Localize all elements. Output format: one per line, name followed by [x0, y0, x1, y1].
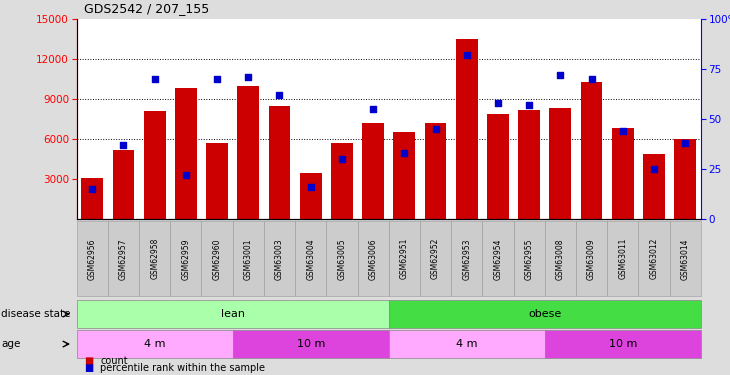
Text: GSM63011: GSM63011 [618, 238, 627, 279]
Point [399, 150, 410, 156]
Bar [81, 178, 103, 219]
Bar [393, 132, 415, 219]
Text: GSM63009: GSM63009 [587, 238, 596, 280]
Text: GSM62959: GSM62959 [181, 238, 191, 279]
Bar [112, 150, 134, 219]
Bar [269, 106, 291, 219]
Point [555, 72, 566, 78]
Point [617, 128, 629, 134]
Point [211, 76, 223, 82]
Text: GSM62953: GSM62953 [462, 238, 472, 279]
Bar [237, 86, 259, 219]
Point [274, 92, 285, 98]
Text: GDS2542 / 207_155: GDS2542 / 207_155 [84, 2, 210, 15]
Point [180, 172, 192, 178]
Point [336, 156, 347, 162]
Text: GSM62952: GSM62952 [431, 238, 440, 279]
Text: 10 m: 10 m [296, 339, 325, 349]
Point [523, 102, 535, 108]
Point [648, 166, 660, 172]
Point [680, 140, 691, 146]
Text: GSM62956: GSM62956 [88, 238, 97, 279]
Point [242, 74, 254, 80]
Point [492, 100, 504, 106]
Text: GSM62951: GSM62951 [400, 238, 409, 279]
Text: obese: obese [528, 309, 561, 319]
Text: GSM63005: GSM63005 [337, 238, 347, 280]
Bar [331, 143, 353, 219]
Text: GSM63014: GSM63014 [680, 238, 690, 279]
Text: GSM63004: GSM63004 [306, 238, 315, 280]
Point [149, 76, 161, 82]
Bar [675, 139, 696, 219]
Text: GSM62954: GSM62954 [493, 238, 502, 279]
Text: percentile rank within the sample: percentile rank within the sample [100, 363, 265, 373]
Text: 4 m: 4 m [456, 339, 477, 349]
Point [585, 76, 597, 82]
Text: 4 m: 4 m [144, 339, 166, 349]
Point [367, 106, 379, 112]
Bar [550, 108, 572, 219]
Text: lean: lean [220, 309, 245, 319]
Text: GSM62955: GSM62955 [525, 238, 534, 279]
Bar [456, 39, 477, 219]
Text: GSM62957: GSM62957 [119, 238, 128, 279]
Text: GSM63006: GSM63006 [369, 238, 377, 280]
Text: GSM63001: GSM63001 [244, 238, 253, 279]
Text: GSM63012: GSM63012 [650, 238, 658, 279]
Bar [425, 123, 447, 219]
Bar [206, 143, 228, 219]
Point [461, 52, 472, 58]
Text: 10 m: 10 m [609, 339, 637, 349]
Text: GSM62958: GSM62958 [150, 238, 159, 279]
Point [86, 186, 98, 192]
Point [430, 126, 442, 132]
Text: ■: ■ [84, 356, 93, 366]
Text: GSM63008: GSM63008 [556, 238, 565, 279]
Text: GSM62960: GSM62960 [212, 238, 222, 279]
Text: age: age [1, 339, 21, 349]
Bar [643, 154, 665, 219]
Point [305, 184, 317, 190]
Point [118, 142, 129, 148]
Bar [580, 82, 602, 219]
Bar [518, 110, 540, 219]
Text: count: count [100, 356, 128, 366]
Bar [362, 123, 384, 219]
Bar [300, 172, 322, 219]
Text: ■: ■ [84, 363, 93, 373]
Text: GSM63003: GSM63003 [275, 238, 284, 280]
Bar [144, 111, 166, 219]
Text: disease state: disease state [1, 309, 71, 319]
Bar [175, 88, 197, 219]
Bar [612, 128, 634, 219]
Bar [487, 114, 509, 219]
